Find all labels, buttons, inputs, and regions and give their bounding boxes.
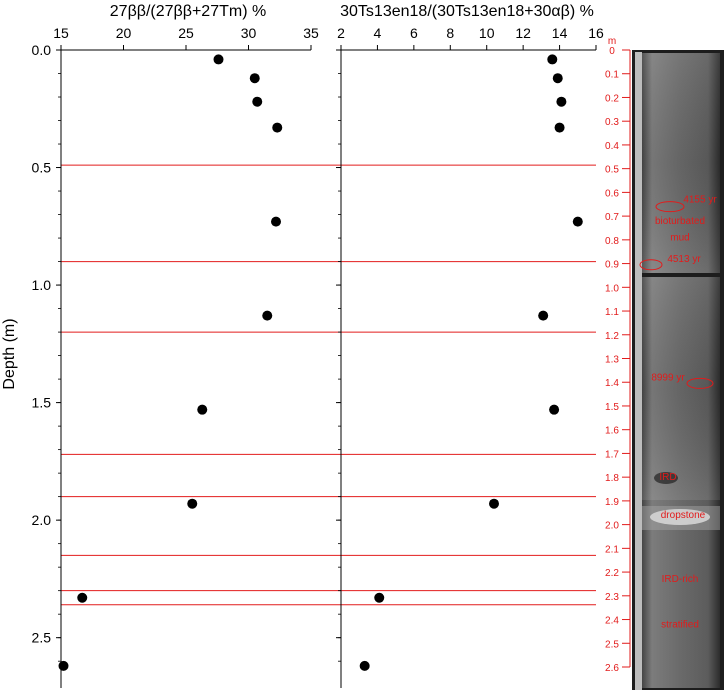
horizontal-boundaries: [61, 164, 596, 606]
core-scale-label: 0.4: [605, 141, 619, 152]
panel-1-x-tick-label: 20: [116, 25, 132, 41]
panel-1-data-point: [272, 122, 283, 133]
core-scale-label: 0.7: [605, 212, 619, 223]
core-scale-label: 2.2: [605, 568, 619, 579]
panel-2-data-point: [572, 216, 583, 227]
panel-1-x-tick-label: 30: [241, 25, 257, 41]
panel-1-data-point: [249, 73, 260, 84]
y-tick-label: 1.5: [32, 395, 52, 411]
panel-1-data-point: [252, 96, 263, 107]
core-annotation: 4513 yr: [667, 254, 701, 265]
y-tick-label: 1.0: [32, 277, 52, 293]
core-scale-label: 0: [609, 46, 615, 57]
core-scale-label: 1.3: [605, 355, 619, 366]
panel-1-data-point: [77, 592, 88, 603]
core-scale-label: 1.4: [605, 378, 619, 389]
core-annotation: mud: [670, 232, 689, 243]
panel-2-x-tick-label: 8: [446, 25, 454, 41]
panel-2-x-tick-label: 10: [479, 25, 495, 41]
sample-marker: [655, 201, 685, 213]
panel-1-data-point: [271, 216, 281, 227]
chart-axes: 15 20 25 30 35 0.0 0.5 1.0 1.5 2.0 2.5 2 4 6 8 10 12 14 16: [32, 25, 604, 688]
panel-1-data-point: [262, 310, 273, 321]
panel-2-x-tick-label: 6: [410, 25, 418, 41]
core-scale-label: 1.5: [605, 402, 619, 413]
panel-2-data-point: [547, 54, 558, 65]
panel-2-x-tick-label: 12: [515, 25, 531, 41]
core-annotation: stratified: [661, 619, 699, 630]
core-scale-label: 0.6: [605, 188, 619, 199]
core-scale-label: 1.1: [605, 307, 619, 318]
panel-2-data-point: [374, 592, 385, 603]
panel-1-x-tick-label: 25: [178, 25, 194, 41]
panel-2-data-point: [552, 73, 563, 84]
y-tick-label: 0.5: [32, 160, 52, 176]
sediment-core-image: [632, 50, 724, 690]
core-scale-label: 0.3: [605, 117, 619, 128]
core-scale-label: 2.3: [605, 592, 619, 603]
core-annotation: IRD: [659, 472, 676, 483]
core-annotation: 8999 yr: [651, 372, 685, 383]
core-scale-label: 0.9: [605, 260, 619, 271]
panel-2-data-point: [549, 404, 560, 415]
panel-1-data-point: [213, 54, 224, 65]
core-annotation: IRD-rich: [662, 574, 699, 585]
core-scale-label: 0.1: [605, 70, 619, 81]
panel-2-x-tick-label: 2: [337, 25, 345, 41]
panel-1-data-point: [187, 498, 198, 509]
panel-1-x-tick-label: 35: [303, 25, 319, 41]
panel-2-title: 30Ts13en18/(30Ts13en18+30αβ) %: [340, 3, 594, 20]
core-scale-label: 2.6: [605, 663, 619, 674]
core-annotation: dropstone: [661, 510, 706, 521]
panel-2-data-point: [359, 660, 370, 671]
panel-1-data-point: [197, 404, 208, 415]
panel-1-title: 27ββ/(27ββ+27Tm) %: [110, 3, 266, 20]
core-scale-label: 1.6: [605, 426, 619, 437]
core-scale-label: 0.2: [605, 93, 619, 104]
data-points: [58, 54, 583, 671]
panel-1-x-tick-label: 15: [53, 25, 69, 41]
core-annotations: 4155 yr bioturbated mud 4513 yr 8999 yr IRD dr…: [639, 195, 717, 630]
panel-2-data-point: [556, 96, 567, 107]
panel-2-x-tick-label: 16: [588, 25, 604, 41]
y-tick-label: 0.0: [32, 42, 52, 58]
core-scale-label: 2.5: [605, 639, 619, 650]
core-depth-ruler: 0 0.1 0.2 0.3 0.4 0.5 0.6 0.7 0.8 0.9 1.0 1.1 1.2 1.3…: [605, 46, 631, 674]
core-scale-label: 2.4: [605, 616, 619, 627]
core-annotation: bioturbated: [655, 216, 705, 227]
core-scale-label: 0.8: [605, 236, 619, 247]
y-tick-label: 2.5: [32, 630, 52, 646]
panel-2-x-tick-label: 4: [374, 25, 382, 41]
core-scale-label: 2.0: [605, 521, 619, 532]
panel-2-data-point: [554, 122, 565, 133]
core-scale-label: 1.8: [605, 473, 619, 484]
sample-marker: [639, 259, 663, 271]
panel-1-data-point: [58, 660, 69, 671]
panel-2-data-point: [538, 310, 549, 321]
core-scale-label: 1.0: [605, 283, 619, 294]
y-tick-label: 2.0: [32, 512, 52, 528]
core-scale-label: 0.5: [605, 165, 619, 176]
core-scale-label: 1.7: [605, 449, 619, 460]
sample-marker: [686, 377, 714, 389]
core-annotation: 4155 yr: [683, 195, 717, 206]
core-scale-label: 1.9: [605, 497, 619, 508]
panel-2-x-tick-label: 14: [552, 25, 568, 41]
core-scale-label: 2.1: [605, 544, 619, 555]
core-scale-label: 1.2: [605, 331, 619, 342]
y-axis-label: Depth (m): [1, 318, 18, 389]
core-unit-label: m: [608, 36, 616, 47]
panel-2-data-point: [489, 498, 499, 509]
